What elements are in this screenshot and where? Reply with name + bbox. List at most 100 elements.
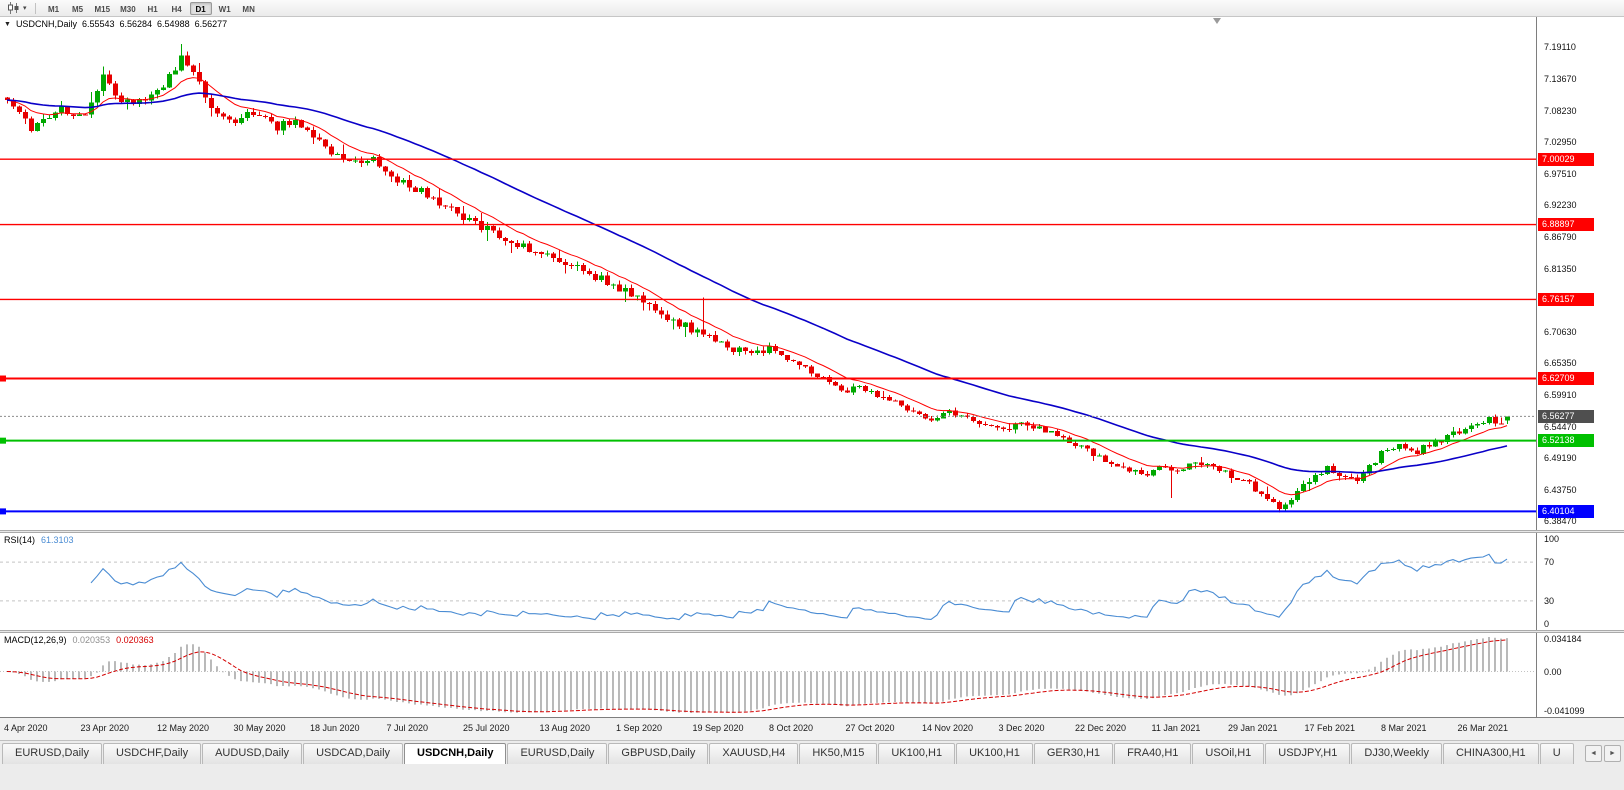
time-axis-label: 12 May 2020 (157, 723, 210, 733)
time-axis-label: 4 Apr 2020 (4, 723, 48, 733)
bid-price-tag: 6.56277 (1538, 409, 1594, 423)
ohlc-close: 6.56277 (194, 19, 228, 29)
timeframe-button-mn[interactable]: MN (242, 4, 255, 14)
pane-separator[interactable] (0, 630, 1624, 633)
rsi-label-row: RSI(14) 61.3103 (4, 535, 74, 545)
timeframe-button-m15[interactable]: M15 (94, 4, 111, 14)
chart-tab[interactable]: XAUUSD,H4 (709, 743, 799, 764)
price-tick-label: 6.49190 (1544, 453, 1577, 463)
time-axis-label: 22 Dec 2020 (1075, 723, 1127, 733)
candlestick-chart-icon[interactable] (4, 2, 22, 15)
chart-tab[interactable]: USDCHF,Daily (102, 743, 202, 764)
ohlc-low: 6.54988 (157, 19, 190, 29)
chart-tab[interactable]: USDCAD,Daily (303, 743, 404, 764)
chart-tab[interactable]: GBPUSD,Daily (608, 743, 709, 764)
chart-tab[interactable]: GER30,H1 (1033, 743, 1114, 764)
timeframe-button-m5[interactable]: M5 (71, 4, 84, 14)
tab-scroll-left-button[interactable]: ◄ (1585, 745, 1602, 762)
time-axis-label: 11 Jan 2021 (1151, 723, 1201, 733)
price-scale[interactable]: 7.19110 7.13670 7.08230 7.02950 6.97510 6.922… (1536, 17, 1624, 530)
price-tick-label: 7.19110 (1544, 42, 1576, 52)
ma-fast-line[interactable] (6, 77, 1508, 496)
chart-type-dropdown-icon[interactable]: ▾ (23, 5, 27, 12)
rsi-canvas[interactable] (0, 533, 1536, 630)
time-axis-label: 19 Sep 2020 (692, 723, 744, 733)
time-axis-label: 7 Jul 2020 (386, 723, 429, 733)
chart-tab[interactable]: U (1539, 743, 1574, 764)
chart-tab[interactable]: UK100,H1 (956, 743, 1033, 764)
price-tick-label: 6.43750 (1544, 485, 1577, 495)
price-level-tag: 6.88897 (1538, 218, 1594, 232)
chart-tab[interactable]: FRA40,H1 (1114, 743, 1192, 764)
price-chart-canvas[interactable] (0, 17, 1536, 530)
time-axis[interactable]: 4 Apr 2020 23 Apr 2020 12 May 2020 30 May 2… (0, 717, 1624, 740)
timeframe-button-w1[interactable]: W1 (218, 4, 231, 14)
time-axis-label: 18 Jun 2020 (310, 723, 360, 733)
time-axis-label: 8 Mar 2021 (1381, 723, 1427, 733)
chart-tab[interactable]: UK100,H1 (878, 743, 956, 764)
chart-window: ▼ USDCNH,Daily 6.55543 6.56284 6.54988 6… (0, 17, 1624, 740)
chart-tab[interactable]: CHINA300,H1 (1442, 743, 1539, 764)
chart-tab[interactable]: USDJPY,H1 (1265, 743, 1351, 764)
chart-shift-marker[interactable] (1213, 18, 1221, 24)
rsi-value: 61.3103 (41, 535, 74, 545)
timeframe-button-h1[interactable]: H1 (147, 4, 158, 14)
price-level-tag: 6.62709 (1538, 372, 1594, 385)
time-axis-label: 3 Dec 2020 (998, 723, 1045, 733)
timeframe-button-d1[interactable]: D1 (189, 1, 212, 15)
macd-scale[interactable]: 0.034184 0.00 -0.041099 (1536, 633, 1624, 717)
timeframe-button-h4[interactable]: H4 (171, 4, 182, 14)
price-tick-label: 6.59910 (1544, 390, 1577, 400)
time-axis-label: 29 Jan 2021 (1228, 723, 1278, 733)
rsi-line (90, 553, 1508, 621)
macd-pane: MACD(12,26,9) 0.020353 0.020363 0.034184… (0, 633, 1624, 717)
macd-signal-value: 0.020363 (116, 635, 154, 645)
pane-separator[interactable] (0, 530, 1624, 533)
chart-tab[interactable]: EURUSD,Daily (2, 743, 102, 764)
price-chart-pane: ▼ USDCNH,Daily 6.55543 6.56284 6.54988 6… (0, 17, 1624, 530)
tab-scroll-right-button[interactable]: ► (1604, 745, 1621, 762)
chart-tab-bar: EURUSD,Daily USDCHF,Daily AUDUSD,Daily USDC… (0, 740, 1624, 764)
rsi-name: RSI(14) (4, 535, 36, 545)
time-axis-label: 1 Sep 2020 (616, 723, 663, 733)
chart-tab[interactable]: USOil,H1 (1192, 743, 1265, 764)
macd-name: MACD(12,26,9) (4, 635, 67, 645)
line-drag-handle[interactable] (0, 437, 6, 444)
ma-slow-line[interactable] (6, 92, 1508, 474)
chart-tab[interactable]: EURUSD,Daily (507, 743, 608, 764)
time-axis-label: 27 Oct 2020 (845, 723, 895, 733)
rsi-scale-label: 30 (1544, 595, 1555, 606)
rsi-scale-label: 70 (1544, 557, 1555, 568)
ohlc-open: 6.55543 (81, 19, 115, 29)
chart-title: ▼ USDCNH,Daily 6.55543 6.56284 6.54988 6… (4, 19, 227, 30)
down-candle-wicks (7, 51, 1502, 513)
time-axis-label: 25 Jul 2020 (463, 723, 510, 733)
rsi-scale-label: 0 (1544, 619, 1550, 629)
time-axis-label: 14 Nov 2020 (922, 723, 974, 733)
tab-scroll-buttons: ◄ ► (1585, 745, 1621, 762)
time-axis-label: 17 Feb 2021 (1304, 723, 1356, 733)
price-tick-label: 6.70630 (1544, 327, 1577, 337)
macd-signal-line (6, 639, 1508, 713)
line-drag-handle[interactable] (0, 375, 6, 382)
chart-tab[interactable]: DJ30,Weekly (1351, 743, 1442, 764)
chart-tab[interactable]: HK50,M15 (799, 743, 878, 764)
macd-scale-label: 0.034184 (1544, 634, 1582, 644)
timeframe-button-m30[interactable]: M30 (120, 4, 136, 14)
macd-canvas[interactable] (0, 633, 1536, 717)
price-tick-label: 7.02950 (1544, 137, 1577, 147)
price-tick-label: 6.38470 (1544, 516, 1577, 526)
timeframe-button-m1[interactable]: M1 (47, 4, 60, 14)
chart-tab[interactable]: USDCNH,Daily (404, 743, 507, 764)
rsi-scale[interactable]: 100 70 30 0 (1536, 533, 1624, 630)
chart-tab[interactable]: AUDUSD,Daily (202, 743, 303, 764)
one-click-arrow-icon[interactable]: ▼ (4, 21, 11, 28)
price-tick-label: 6.92230 (1544, 200, 1577, 210)
line-drag-handle[interactable] (0, 508, 6, 515)
macd-scale-label: 0.00 (1544, 666, 1562, 677)
price-tick-label: 6.86790 (1544, 232, 1577, 242)
status-strip (0, 764, 1624, 790)
toolbar-separator (34, 2, 36, 14)
time-axis-label: 26 Mar 2021 (1457, 723, 1509, 733)
